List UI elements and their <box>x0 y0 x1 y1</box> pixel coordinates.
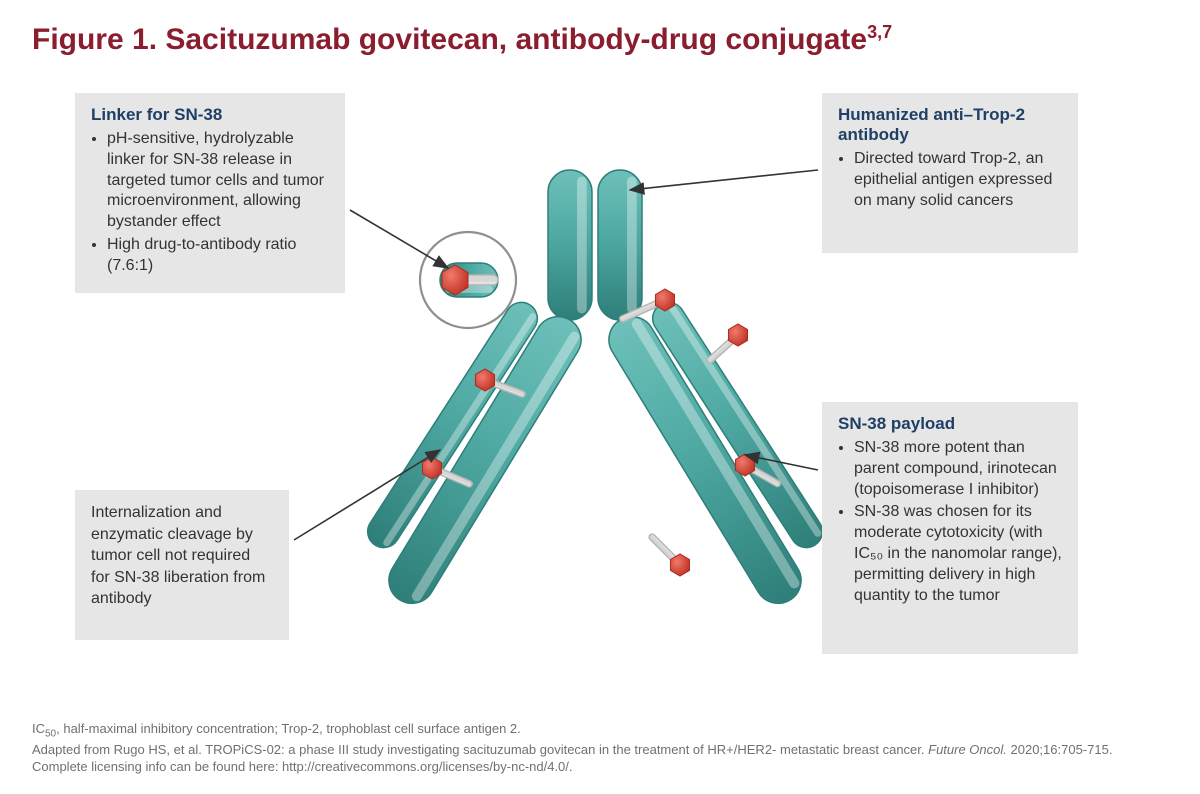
footnote: IC50, half-maximal inhibitory concentrat… <box>32 720 1168 776</box>
antibody-shape <box>362 170 829 612</box>
footnote-line2a: Adapted from Rugo HS, et al. TROPiCS-02:… <box>32 742 928 757</box>
callout-linker: Linker for SN-38 pH-sensitive, hydrolyza… <box>75 93 345 293</box>
bullet-item: SN-38 more potent than parent compound, … <box>854 438 1062 500</box>
callout-antibody: Humanized anti–Trop-2 antibody Directed … <box>822 93 1078 253</box>
footnote-journal: Future Oncol. <box>928 742 1007 757</box>
bullet-item: Directed toward Trop-2, an epithelial an… <box>854 149 1062 211</box>
footnote-ic-sub: 50 <box>45 728 56 739</box>
footnote-line1b: , half-maximal inhibitory concentration;… <box>56 721 521 736</box>
bullet-item: High drug-to-antibody ratio (7.6:1) <box>107 235 329 277</box>
callout-bullets: SN-38 more potent than parent compound, … <box>838 438 1062 606</box>
footnote-ic: IC <box>32 721 45 736</box>
bullet-item: SN-38 was chosen for its moderate cytoto… <box>854 502 1062 606</box>
callout-bullets: pH-sensitive, hydrolyzable linker for SN… <box>91 129 329 277</box>
callout-heading: Linker for SN-38 <box>91 105 329 125</box>
callout-heading: Humanized anti–Trop-2 antibody <box>838 105 1062 145</box>
callout-internalization: Internalization and enzymatic cleavage b… <box>75 490 289 640</box>
callout-bullets: Directed toward Trop-2, an epithelial an… <box>838 149 1062 211</box>
callout-payload: SN-38 payload SN-38 more potent than par… <box>822 402 1078 654</box>
bullet-item: pH-sensitive, hydrolyzable linker for SN… <box>107 129 329 233</box>
callout-heading: SN-38 payload <box>838 414 1062 434</box>
callout-text: Internalization and enzymatic cleavage b… <box>91 502 273 610</box>
figure-page: Figure 1. Sacituzumab govitecan, antibod… <box>0 0 1200 794</box>
